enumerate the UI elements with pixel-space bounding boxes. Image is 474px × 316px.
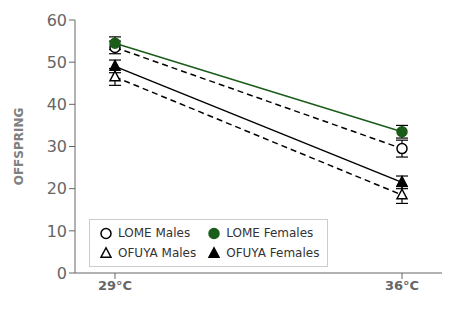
html-text:OFUYA Females: OFUYA Females (226, 246, 320, 260)
svg-text:0: 0 (57, 264, 67, 283)
svg-text:OFFSPRING: OFFSPRING (12, 108, 26, 186)
html-text:OFUYA Males: OFUYA Males (118, 246, 197, 260)
svg-text:20: 20 (47, 179, 67, 198)
html-text:LOME Females: LOME Females (226, 226, 314, 240)
svg-text:60: 60 (47, 11, 67, 30)
svg-text:36°C: 36°C (385, 278, 419, 293)
svg-text:29°C: 29°C (98, 278, 132, 293)
html-text:LOME Males: LOME Males (118, 226, 191, 240)
svg-text:40: 40 (47, 95, 67, 114)
svg-text:10: 10 (47, 222, 67, 241)
svg-text:50: 50 (47, 53, 67, 72)
svg-text:30: 30 (47, 137, 67, 156)
